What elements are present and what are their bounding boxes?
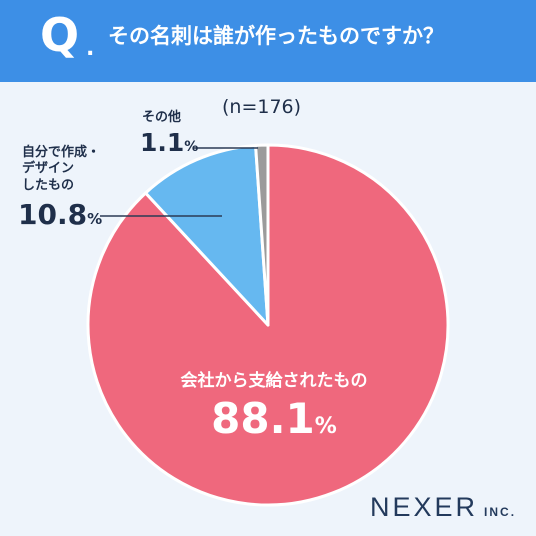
self-made-label-line-3: したもの (22, 177, 75, 193)
pie-slice-other (254, 143, 270, 327)
nexer-logo: NEXER INC. (370, 492, 516, 523)
question-mark-dot: . (86, 36, 95, 61)
company-percent-value: 88.1 (211, 394, 315, 443)
self-made-label-line-1: 自分で作成・ (22, 145, 101, 160)
other-percentage: 1.1% (140, 128, 198, 157)
question-header: Q . その名刺は誰が作ったものですか？ (0, 0, 536, 82)
question-mark-q: Q (40, 8, 80, 62)
self-made-category-label: 自分で作成・ デザイン したもの (22, 145, 100, 194)
question-text: その名刺は誰が作ったものですか？ (108, 24, 444, 48)
company-percentage: 88.1% (168, 394, 380, 443)
logo-wordmark: NEXER (370, 492, 479, 522)
company-percent-unit: % (314, 414, 337, 439)
self-made-percent-value: 10.8 (18, 198, 88, 231)
other-percent-value: 1.1 (140, 128, 185, 157)
company-category-label: 会社から支給されたもの (180, 371, 368, 391)
self-made-label-line-2: デザイン (22, 161, 75, 177)
pie-slice-self-made (144, 143, 270, 327)
other-percent-unit: % (184, 139, 199, 155)
other-category-label: その他 (142, 110, 182, 125)
self-made-percentage: 10.8% (18, 198, 102, 231)
sample-size-label: (n=176) (222, 96, 302, 118)
logo-suffix: INC. (484, 505, 517, 519)
self-made-percent-unit: % (87, 210, 103, 228)
